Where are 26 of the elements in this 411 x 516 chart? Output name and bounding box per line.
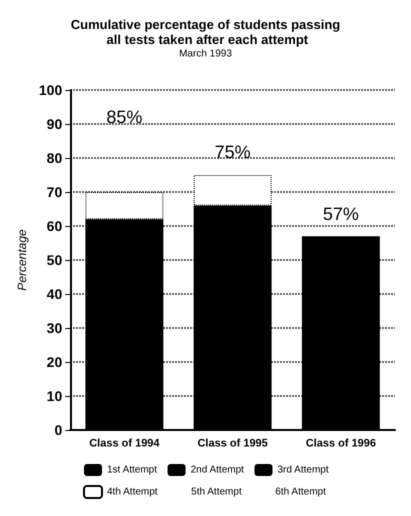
legend-label: 2nd Attempt <box>190 464 244 476</box>
legend-label: 4th Attempt <box>107 486 158 498</box>
y-tick-label: 90 <box>46 116 62 132</box>
chart-subtitle: March 1993 <box>179 48 232 60</box>
text: 5th Attempt <box>191 486 242 498</box>
chart-title: Cumulative percentage of students passing all tests taken after each attempt <box>70 17 340 47</box>
annotation: 75% <box>214 142 251 162</box>
y-tick-label: 70 <box>46 184 62 200</box>
y-tick-label: 50 <box>46 252 62 268</box>
y-axis-title: Percentage <box>15 228 29 291</box>
legend-label: 1st Attempt <box>107 464 158 476</box>
y-tick-label: 60 <box>46 218 62 234</box>
text: 6th Attempt <box>275 486 326 498</box>
annotation: 85% <box>106 107 142 127</box>
y-tick-label: 10 <box>46 388 62 404</box>
x-tick-label: Class of 1995 <box>197 438 268 450</box>
y-tick-label: 40 <box>46 286 62 302</box>
y-tick-label: 100 <box>38 82 62 98</box>
y-tick-label: 0 <box>54 422 62 438</box>
y-tick-label: 30 <box>46 320 62 336</box>
x-tick-label: Class of 1994 <box>89 438 160 450</box>
x-tick-label: Class of 1996 <box>306 438 376 450</box>
legend-label: 3rd Attempt <box>277 464 329 476</box>
annotation: 57% <box>322 204 359 224</box>
y-tick-label: 20 <box>46 354 62 370</box>
y-tick-label: 80 <box>46 150 62 166</box>
